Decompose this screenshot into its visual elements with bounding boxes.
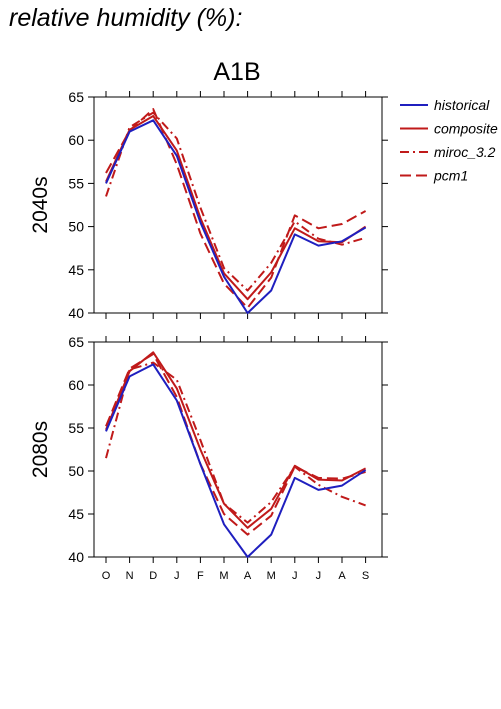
legend-label: historical [434, 97, 490, 113]
y-tick-label: 40 [68, 305, 84, 321]
y-tick-label: 45 [68, 262, 84, 278]
y-tick-label: 65 [68, 334, 84, 350]
x-tick-label: O [102, 570, 111, 582]
y-tick-label: 50 [68, 463, 84, 479]
series-line-composite [105, 351, 367, 529]
series-line-miroc-3-2 [105, 361, 366, 524]
x-tick-label: D [149, 570, 157, 582]
panel-frame [93, 341, 383, 558]
x-tick-label: M [219, 570, 228, 582]
series-line-historical [105, 363, 367, 558]
legend-label: miroc_3.2 [434, 144, 496, 160]
x-tick-label: A [338, 570, 346, 582]
legend-label: composite [434, 121, 498, 137]
panel-label: 2080s [29, 421, 52, 478]
y-tick-label: 40 [68, 549, 84, 565]
panel-label: 2040s [29, 176, 52, 233]
y-tick-label: 60 [68, 377, 84, 393]
legend-label: pcm1 [433, 168, 468, 184]
panel-frame [93, 96, 383, 314]
y-tick-label: 55 [68, 420, 84, 436]
series-line-composite [105, 115, 367, 301]
series-line-pcm1 [105, 353, 366, 536]
y-tick-label: 60 [68, 132, 84, 148]
y-tick-label: 55 [68, 175, 84, 191]
series-line-pcm1 [105, 108, 367, 309]
series-line-historical [105, 119, 367, 314]
x-tick-label: S [362, 570, 369, 582]
x-tick-label: F [197, 570, 204, 582]
x-tick-label: J [316, 570, 322, 582]
x-tick-label: J [174, 570, 180, 582]
x-tick-label: A [244, 570, 252, 582]
x-tick-label: M [267, 570, 276, 582]
y-tick-label: 45 [68, 506, 84, 522]
page-title: relative humidity (%): [9, 4, 243, 32]
x-tick-label: N [126, 570, 134, 582]
scenario-title: A1B [213, 58, 260, 86]
y-tick-label: 50 [68, 219, 84, 235]
series-line-miroc-3-2 [105, 111, 366, 292]
y-tick-label: 65 [68, 89, 84, 105]
x-tick-label: J [292, 570, 298, 582]
